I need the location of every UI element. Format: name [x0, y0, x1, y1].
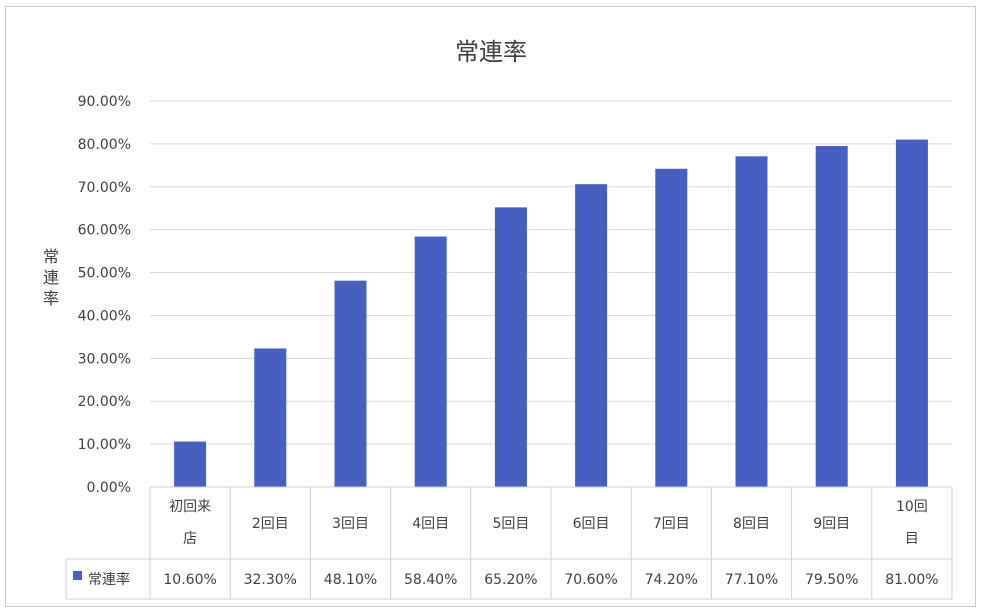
bar: [575, 184, 608, 487]
y-tick-label: 40.00%: [78, 308, 131, 324]
bar: [254, 348, 287, 487]
bars: [174, 139, 928, 488]
bar: [494, 207, 527, 487]
data-table-value: 32.30%: [244, 572, 297, 588]
bar: [895, 139, 928, 487]
data-table-value: 10.60%: [163, 572, 216, 588]
bar: [735, 156, 768, 487]
y-tick-label: 90.00%: [78, 94, 131, 110]
y-tick-label: 0.00%: [87, 480, 131, 496]
data-table-value: 65.20%: [484, 572, 537, 588]
data-table-value: 70.60%: [564, 572, 617, 588]
y-tick-label: 70.00%: [78, 180, 131, 196]
x-category-label: 10回目: [896, 499, 928, 547]
data-table-value: 79.50%: [805, 572, 858, 588]
bar: [334, 280, 367, 487]
bar: [815, 146, 848, 488]
chart-frame: [5, 6, 976, 607]
legend-swatch: [73, 571, 82, 580]
bar: [414, 236, 447, 487]
legend-series-name: 常連率: [88, 571, 130, 588]
x-category-label: 7回目: [653, 516, 690, 532]
y-tick-label: 80.00%: [78, 137, 131, 153]
y-tick-label: 30.00%: [78, 351, 131, 367]
data-table-value: 74.20%: [645, 572, 698, 588]
y-tick-label: 60.00%: [78, 223, 131, 239]
y-tick-label: 10.00%: [78, 437, 131, 453]
x-category-label: 3回目: [332, 516, 369, 532]
data-table-value: 81.00%: [885, 572, 938, 588]
bar: [655, 168, 688, 487]
data-table-value: 58.40%: [404, 572, 457, 588]
chart-title: 常連率: [455, 38, 527, 66]
x-category-label: 初回来店: [169, 498, 211, 547]
x-category-label: 2回目: [252, 516, 289, 532]
x-category-label: 4回目: [412, 516, 449, 532]
x-category-label: 6回目: [573, 516, 610, 532]
y-tick-label: 50.00%: [78, 266, 131, 282]
y-axis-ticks: 0.00% 10.00% 20.00% 30.00% 40.00% 50.00% 60.00…: [78, 94, 131, 496]
bar: [174, 441, 207, 487]
y-axis-label: 常連率: [43, 247, 59, 308]
x-category-label: 9回目: [813, 516, 850, 532]
x-category-label: 5回目: [492, 516, 529, 532]
x-category-label: 8回目: [733, 516, 770, 532]
y-tick-label: 20.00%: [78, 394, 131, 410]
data-table-value: 48.10%: [324, 572, 377, 588]
data-table-value: 77.10%: [725, 572, 778, 588]
